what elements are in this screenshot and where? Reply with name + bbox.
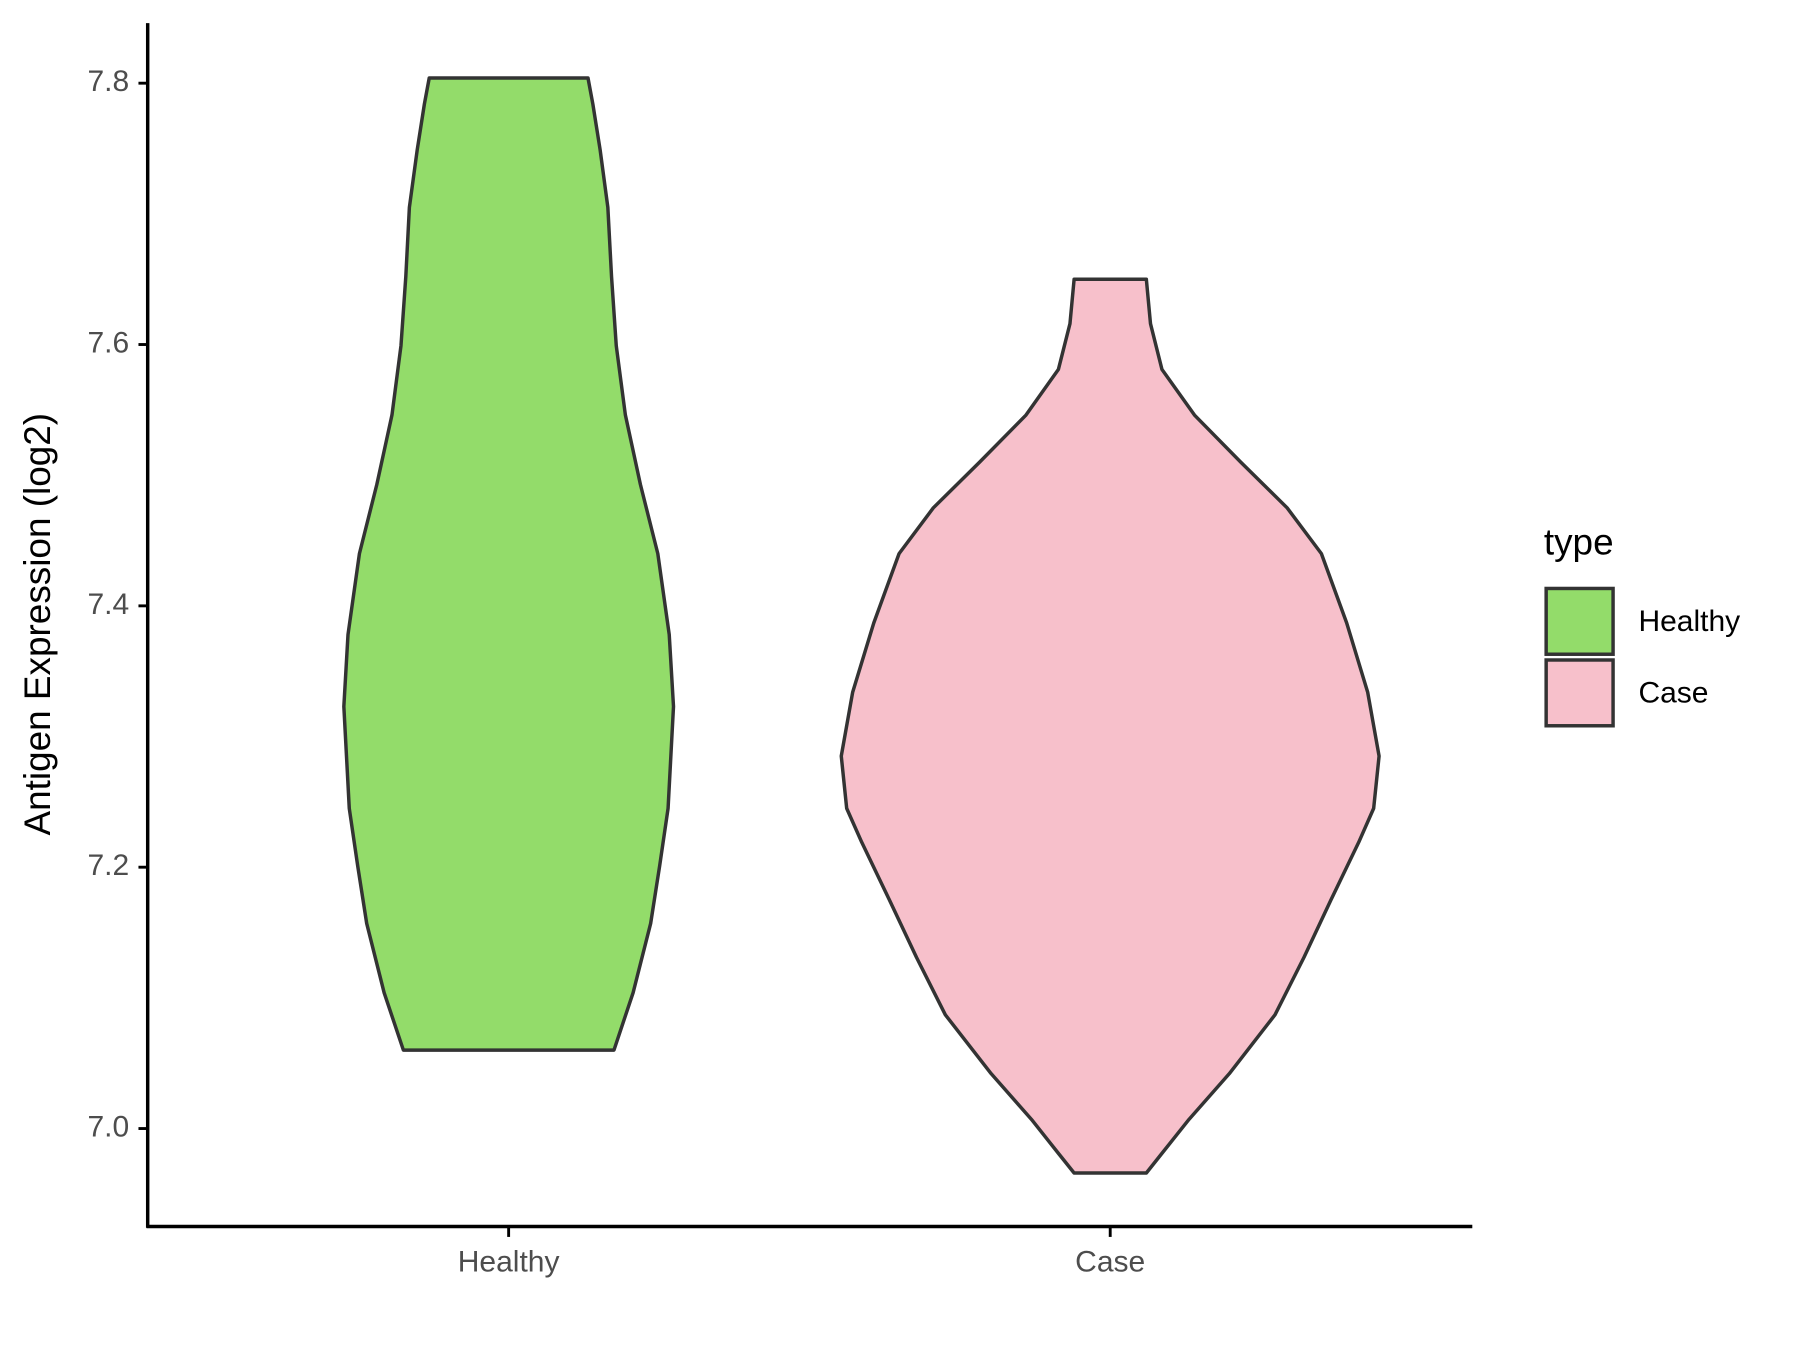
legend-title: type [1544,521,1614,562]
y-tick-label: 7.8 [88,65,130,98]
violin [839,277,1381,1175]
y-tick-label: 7.6 [88,326,130,359]
y-tick-label: 7.2 [88,849,130,882]
legend-label: Case [1638,677,1708,710]
y-tick-label: 7.4 [88,588,130,621]
x-tick-label: Case [1075,1245,1145,1278]
y-tick-label: 7.0 [88,1110,130,1143]
y-axis-label: Antigen Expression (log2) [17,413,58,836]
violin [342,76,676,1052]
x-tick-label: Healthy [458,1245,560,1278]
legend-label: Healthy [1638,605,1740,638]
legend-key [1544,658,1615,728]
legend-key [1544,586,1615,656]
